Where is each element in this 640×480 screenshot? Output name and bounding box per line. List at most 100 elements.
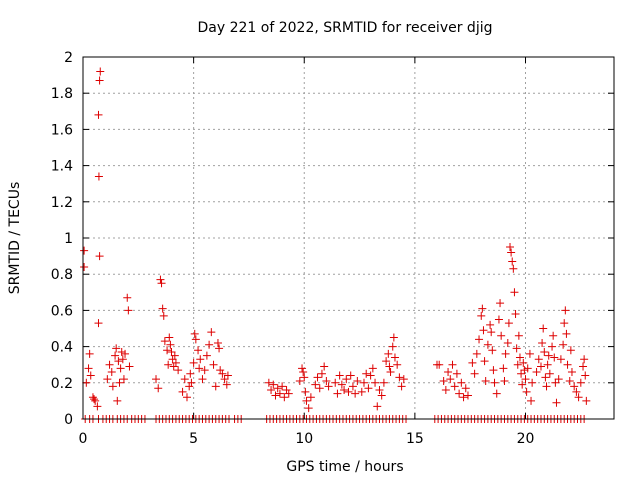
data-point <box>560 319 569 328</box>
y-tick-label: 0.8 <box>51 267 73 283</box>
chart-title: Day 221 of 2022, SRMTID for receiver dji… <box>198 20 493 36</box>
data-point <box>519 358 528 367</box>
data-point <box>508 257 517 266</box>
data-point <box>80 262 89 271</box>
data-point <box>566 346 575 355</box>
data-point <box>494 315 503 324</box>
data-point <box>490 378 499 387</box>
data-point <box>554 375 563 384</box>
data-point <box>337 380 346 389</box>
gridlines <box>83 57 614 419</box>
data-point <box>500 376 509 385</box>
x-tick-label: 10 <box>295 431 313 447</box>
x-tick-label: 5 <box>189 431 198 447</box>
data-point <box>215 344 224 353</box>
data-point <box>112 344 121 353</box>
data-point <box>284 389 293 398</box>
data-point <box>118 355 127 364</box>
data-point <box>523 364 532 373</box>
data-point <box>114 357 123 366</box>
data-point <box>223 371 232 380</box>
data-point <box>209 360 218 369</box>
data-point <box>439 376 448 385</box>
data-point <box>299 367 308 376</box>
data-point <box>94 172 103 181</box>
data-point <box>182 393 191 402</box>
data-point <box>202 351 211 360</box>
data-point <box>371 378 380 387</box>
data-point <box>359 378 368 387</box>
data-point <box>483 340 492 349</box>
data-point <box>382 357 391 366</box>
data-point <box>353 376 362 385</box>
data-point <box>463 391 472 400</box>
data-point <box>295 376 304 385</box>
data-point <box>164 360 173 369</box>
data-point <box>488 346 497 355</box>
data-point <box>300 373 309 382</box>
data-point <box>390 353 399 362</box>
data-point <box>123 293 132 302</box>
data-point <box>512 344 521 353</box>
data-point <box>565 376 574 385</box>
data-point <box>459 393 468 402</box>
data-point <box>538 338 547 347</box>
data-point <box>298 364 307 373</box>
data-point <box>95 76 104 85</box>
data-point <box>525 349 534 358</box>
data-point <box>170 351 179 360</box>
data-point <box>158 304 167 313</box>
y-tick-label: 0.2 <box>51 376 73 392</box>
data-point <box>198 375 207 384</box>
data-point <box>461 384 470 393</box>
data-point <box>496 299 505 308</box>
y-tick-label: 1.2 <box>51 195 73 211</box>
data-point <box>331 378 340 387</box>
data-point <box>124 306 133 315</box>
data-point <box>501 349 510 358</box>
data-points <box>80 67 591 423</box>
data-point <box>304 404 313 413</box>
data-point <box>167 348 176 357</box>
data-point <box>271 391 280 400</box>
data-point <box>504 319 513 328</box>
data-point <box>91 396 100 405</box>
data-point <box>166 340 175 349</box>
data-point <box>450 382 459 391</box>
data-point <box>567 367 576 376</box>
data-point <box>377 391 386 400</box>
data-point <box>452 369 461 378</box>
data-point <box>88 393 97 402</box>
data-point <box>269 380 278 389</box>
data-point <box>517 369 526 378</box>
data-point <box>364 384 373 393</box>
data-point <box>514 331 523 340</box>
data-point <box>379 378 388 387</box>
data-point <box>492 389 501 398</box>
data-point <box>113 396 122 405</box>
data-point <box>196 355 205 364</box>
data-point <box>506 243 515 252</box>
data-point <box>522 387 531 396</box>
data-point <box>115 378 124 387</box>
data-point <box>541 373 550 382</box>
data-point <box>222 380 231 389</box>
data-point <box>348 382 357 391</box>
data-point <box>556 355 565 364</box>
data-point <box>324 382 333 391</box>
data-point <box>549 331 558 340</box>
data-point <box>540 348 549 357</box>
data-point <box>168 355 177 364</box>
data-point <box>472 349 481 358</box>
data-point <box>103 375 112 384</box>
data-point <box>157 279 166 288</box>
y-tick-label: 1 <box>64 231 73 247</box>
data-point <box>195 364 204 373</box>
data-point <box>475 335 484 344</box>
plot-frame <box>82 56 615 420</box>
data-point <box>315 384 324 393</box>
data-point <box>441 386 450 395</box>
y-tick-label: 0.6 <box>51 303 73 319</box>
data-point <box>507 248 516 257</box>
data-point <box>518 380 527 389</box>
